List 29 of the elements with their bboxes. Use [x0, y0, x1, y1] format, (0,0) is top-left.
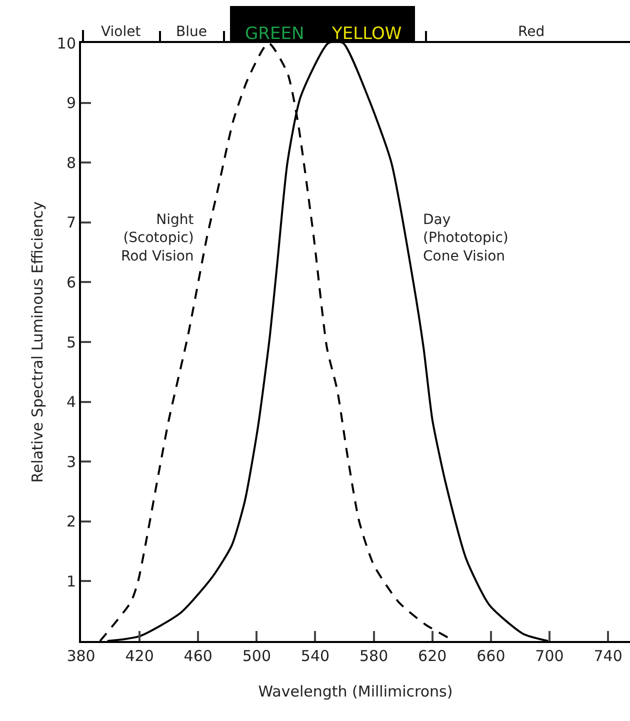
x-tick-label: 460 [184, 647, 212, 665]
x-tick-label: 580 [359, 647, 388, 665]
text: Blue [176, 24, 207, 40]
y-tick-label: 10 [56, 34, 76, 52]
annotation: GREEN [245, 24, 304, 44]
x-tick-label: 420 [125, 647, 154, 665]
y-axis-title: Relative Spectral Luminous Efficiency [28, 201, 47, 483]
y-tick-label: 4 [66, 393, 76, 412]
annotation: YELLOW [331, 24, 402, 44]
y-tick-label: 3 [66, 452, 76, 471]
text: Red [518, 24, 545, 40]
x-tick-label: 660 [476, 647, 506, 665]
text: Violet [101, 24, 142, 40]
x-tick-label: 540 [300, 647, 330, 665]
y-tick-label: 9 [66, 94, 76, 112]
y-tick-label: 8 [66, 154, 76, 172]
y-tick-label: 5 [66, 333, 76, 352]
y-tick-label: 1 [66, 572, 76, 590]
annotation: Day (Phototopic) Cone Vision [423, 212, 508, 264]
x-tick-label: 740 [594, 647, 622, 665]
x-tick-label: 700 [535, 647, 564, 665]
y-tick-label: 2 [66, 512, 76, 531]
x-tick-label: 380 [66, 647, 96, 665]
x-axis-title: Wavelength (Millimicrons) [258, 682, 453, 700]
x-tick-label: 500 [242, 647, 271, 665]
x-tick-label: 620 [418, 647, 447, 665]
annotation: Night (Scotopic) Rod Vision [121, 212, 194, 264]
y-tick-label: 7 [66, 214, 76, 232]
y-tick-label: 6 [66, 273, 76, 292]
